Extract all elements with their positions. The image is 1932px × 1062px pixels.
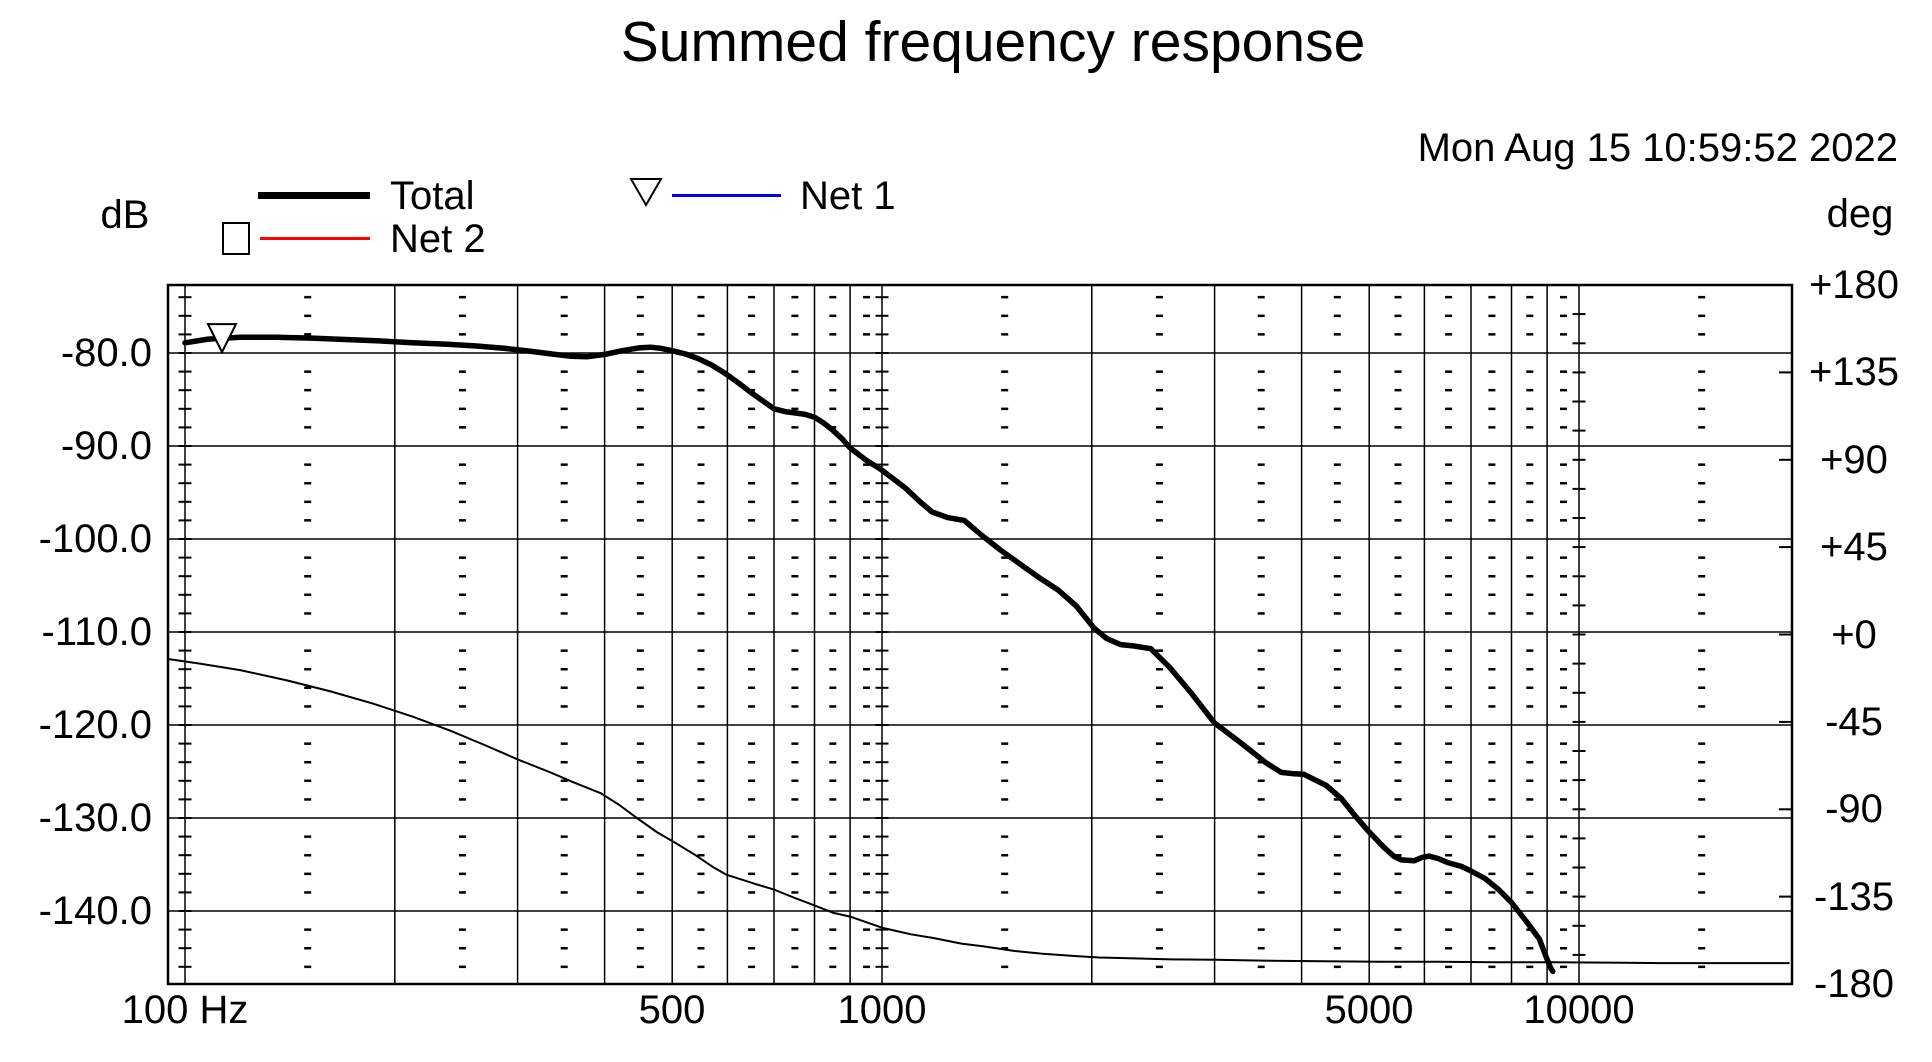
left-tick-label: -80.0 bbox=[60, 331, 152, 375]
left-tick-label: -110.0 bbox=[41, 610, 152, 654]
left-tick-label: -140.0 bbox=[38, 889, 152, 933]
left-tick-label: -90.0 bbox=[60, 424, 152, 468]
left-tick-label: -120.0 bbox=[38, 703, 152, 747]
page-title: Summed frequency response bbox=[620, 10, 1366, 74]
left-axis-unit-label: dB bbox=[100, 193, 150, 237]
right-tick-label: +0 bbox=[1831, 613, 1877, 657]
square-icon bbox=[222, 222, 250, 255]
right-axis-unit-label: deg bbox=[1826, 192, 1894, 236]
right-tick-label: -45 bbox=[1825, 700, 1883, 744]
bottom-tick-label: 100 Hz bbox=[121, 988, 249, 1032]
bottom-tick-label: 500 bbox=[638, 988, 706, 1032]
legend-net1-label: Net 1 bbox=[800, 174, 896, 218]
right-tick-label: -135 bbox=[1813, 875, 1895, 919]
triangle-down-icon bbox=[629, 178, 663, 207]
left-tick-label: -130.0 bbox=[38, 796, 152, 840]
right-tick-label: +135 bbox=[1808, 350, 1900, 394]
bottom-tick-label: 1000 bbox=[837, 988, 927, 1032]
right-tick-label: +180 bbox=[1808, 263, 1900, 307]
right-tick-label: -90 bbox=[1825, 787, 1883, 831]
bottom-tick-label: 5000 bbox=[1324, 988, 1414, 1032]
timestamp: Mon Aug 15 10:59:52 2022 bbox=[1417, 126, 1898, 170]
legend-total-label: Total bbox=[390, 174, 475, 218]
legend-net2-label: Net 2 bbox=[390, 217, 486, 261]
right-tick-label: +90 bbox=[1820, 438, 1888, 482]
left-tick-label: -100.0 bbox=[38, 517, 152, 561]
legend-net1-line-sample bbox=[672, 194, 781, 197]
bottom-tick-label: 10000 bbox=[1523, 988, 1635, 1032]
right-tick-label: -180 bbox=[1813, 962, 1895, 1006]
legend-net2-line-sample bbox=[260, 237, 370, 240]
right-tick-label: +45 bbox=[1820, 525, 1888, 569]
legend-total-line-sample bbox=[258, 192, 370, 199]
